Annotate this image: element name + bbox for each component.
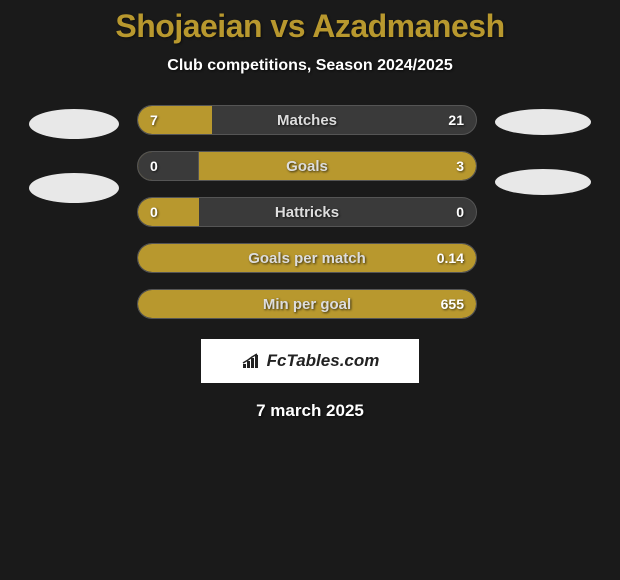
subtitle: Club competitions, Season 2024/2025 (0, 57, 620, 75)
brand-text: FcTables.com (267, 351, 380, 371)
stat-value-right: 655 (441, 296, 464, 312)
stat-value-left: 7 (150, 112, 158, 128)
stat-value-right: 21 (448, 112, 464, 128)
stat-row-goals-per-match: Goals per match 0.14 (137, 243, 477, 273)
bar-left (138, 152, 199, 180)
stat-row-hattricks: 0 Hattricks 0 (137, 197, 477, 227)
stat-row-goals: 0 Goals 3 (137, 151, 477, 181)
stat-label: Matches (277, 112, 337, 129)
stat-label: Goals (286, 158, 328, 175)
page-title: Shojaeian vs Azadmanesh (0, 8, 620, 45)
stat-row-min-per-goal: Min per goal 655 (137, 289, 477, 319)
player-badge-left-1 (29, 109, 119, 139)
chart-icon (241, 352, 263, 370)
stat-value-right: 0 (456, 204, 464, 220)
player-badge-left-2 (29, 173, 119, 203)
stat-label: Min per goal (263, 296, 351, 313)
stat-value-right: 0.14 (437, 250, 464, 266)
left-badges-col (29, 105, 119, 203)
stat-value-left: 0 (150, 158, 158, 174)
player-badge-right-2 (495, 169, 591, 195)
bar-left (138, 198, 199, 226)
player-badge-right-1 (495, 109, 591, 135)
stat-bars-col: 7 Matches 21 0 Goals 3 0 Hattricks 0 G (137, 105, 477, 319)
stat-label: Hattricks (275, 204, 339, 221)
stats-area: 7 Matches 21 0 Goals 3 0 Hattricks 0 G (0, 105, 620, 319)
stat-label: Goals per match (248, 250, 366, 267)
right-badges-col (495, 105, 591, 195)
stat-value-right: 3 (456, 158, 464, 174)
stat-row-matches: 7 Matches 21 (137, 105, 477, 135)
stat-value-left: 0 (150, 204, 158, 220)
date-text: 7 march 2025 (0, 401, 620, 421)
brand-logo[interactable]: FcTables.com (201, 339, 419, 383)
widget-container: Shojaeian vs Azadmanesh Club competition… (0, 0, 620, 421)
